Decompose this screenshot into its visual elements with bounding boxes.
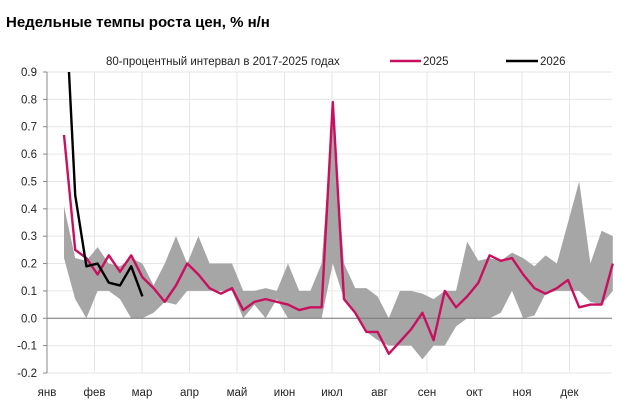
y-tick-label: -0.2 <box>17 368 37 380</box>
y-tick-label: 0.1 <box>21 286 37 298</box>
y-tick-label: 0.0 <box>21 313 37 325</box>
chart-title: Недельные темпы роста цен, % н/н <box>6 14 270 31</box>
x-tick-label: янв <box>38 387 57 399</box>
x-tick-label: окт <box>466 387 484 399</box>
legend-2025-label: 2025 <box>423 56 449 68</box>
x-tick-label: дек <box>560 387 579 399</box>
y-tick-label: 0.9 <box>21 67 37 79</box>
y-tick-label: 0.3 <box>21 231 37 243</box>
x-tick-label: мар <box>132 387 153 399</box>
legend: 80-процентный интервал в 2017-2025 годах… <box>106 56 566 68</box>
x-tick-label: июн <box>274 387 295 399</box>
y-tick-label: 0.4 <box>21 204 38 216</box>
legend-2026-label: 2026 <box>540 56 566 68</box>
y-tick-label: 0.8 <box>21 94 37 106</box>
x-tick-label: фев <box>84 387 106 399</box>
y-tick-label: 0.7 <box>21 122 37 134</box>
x-tick-label: июл <box>321 387 343 399</box>
y-tick-label: 0.2 <box>21 259 37 271</box>
y-tick-label: -0.1 <box>17 341 37 353</box>
y-tick-label: 0.5 <box>21 176 37 188</box>
x-tick-label: сен <box>418 387 437 399</box>
y-tick-label: 0.6 <box>21 149 37 161</box>
x-tick-label: авг <box>371 387 388 399</box>
legend-band-label: 80-процентный интервал в 2017-2025 годах <box>106 56 340 68</box>
series-line-2026 <box>64 0 142 296</box>
x-tick-label: май <box>227 387 248 399</box>
x-tick-label: апр <box>180 387 199 399</box>
x-tick-label: ноя <box>513 387 532 399</box>
